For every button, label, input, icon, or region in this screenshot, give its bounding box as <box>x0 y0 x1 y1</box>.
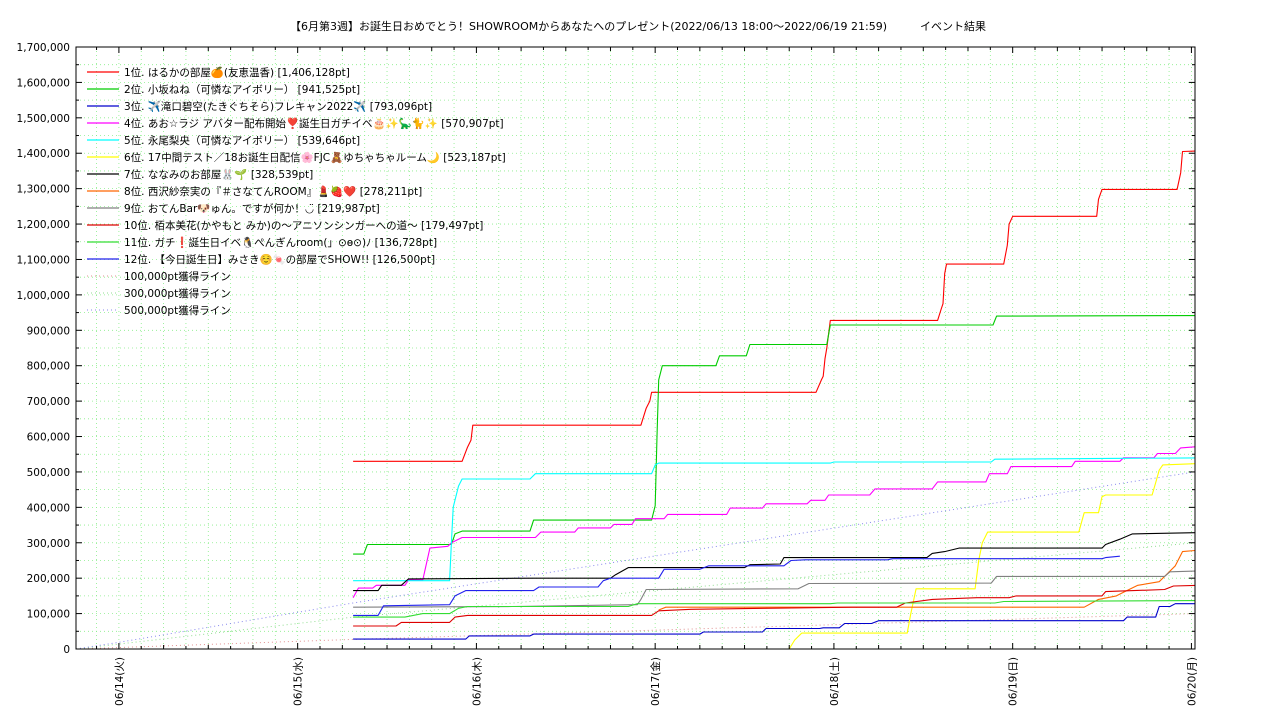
series-line-9 <box>353 570 1196 608</box>
y-tick-label: 100,000 <box>27 609 70 621</box>
series-line-8 <box>658 549 1196 611</box>
series-line-12 <box>353 555 1120 616</box>
y-tick-label: 1,100,000 <box>17 254 70 266</box>
legend-label-9: 9位. おてんBar🐶ゅん。ですが何か！◡̈ [219,987pt] <box>124 202 380 215</box>
series-line-7 <box>353 532 1196 592</box>
legend: 1位. はるかの部屋🍊(友恵温香) [1,406,128pt] 2位. 小坂ねね（… <box>87 66 506 317</box>
series-line-3 <box>353 603 1195 640</box>
x-tick-label: 06/20(月) <box>1186 657 1198 706</box>
x-tick-label: 06/14(火) <box>114 657 126 706</box>
y-tick-label: 400,000 <box>27 502 70 514</box>
legend-label-ref-1: 100,000pt獲得ライン <box>124 270 231 283</box>
y-tick-label: 1,200,000 <box>17 219 70 231</box>
series-line-10 <box>353 584 1196 627</box>
x-tick-label: 06/17(金) <box>649 657 662 706</box>
series-line-6 <box>788 463 1196 650</box>
y-tick-label: 1,400,000 <box>17 148 70 160</box>
series-line-5 <box>353 457 1196 582</box>
y-tick-label: 1,700,000 <box>17 42 70 54</box>
legend-label-2: 2位. 小坂ねね（可憐なアイボリー） [941,525pt] <box>124 83 360 96</box>
x-tick-label: 06/19(日) <box>1008 657 1020 706</box>
y-tick-label: 1,300,000 <box>17 184 70 196</box>
series-line-4 <box>352 446 1196 598</box>
series-line-2 <box>353 315 1196 555</box>
legend-label-10: 10位. 栢本美花(かやもと みか)の〜アニソンシンガーへの道〜 [179,49… <box>124 219 483 232</box>
y-tick-label: 1,600,000 <box>17 77 70 89</box>
legend-label-ref-2: 300,000pt獲得ライン <box>124 287 231 300</box>
chart-title: 【6月第3週】お誕生日おめでとう！SHOWROOMからあなたへのプレゼント(20… <box>290 19 986 33</box>
x-tick-label: 06/16(木) <box>471 657 483 706</box>
legend-label-12: 12位. 【今日誕生日】みさき☺️🍬の部屋でSHOW!! [126,500pt] <box>124 253 435 266</box>
y-tick-label: 200,000 <box>27 573 70 585</box>
series-line-1 <box>353 150 1196 462</box>
reference-lines <box>75 471 1196 650</box>
series-lines <box>352 150 1196 650</box>
y-tick-label: 500,000 <box>27 467 70 479</box>
reference-line-1 <box>75 613 1196 650</box>
x-tick-label: 06/15(水) <box>293 657 305 706</box>
legend-label-3: 3位. ✈️滝口碧空(たきぐちそら)フレキャン2022✈️ [793,096pt… <box>124 100 432 113</box>
legend-label-11: 11位. ガチ❗️誕生日イベ🐧ぺんぎんroom(」⊙ө⊙)ﾉ [136,728p… <box>124 236 437 249</box>
legend-label-1: 1位. はるかの部屋🍊(友恵温香) [1,406,128pt] <box>124 66 350 79</box>
axes: 0 100,000 200,000 300,000 400,000 500,000 600,… <box>17 42 1199 706</box>
y-tick-label: 600,000 <box>27 432 70 444</box>
x-tick-label: 06/18(土) <box>828 657 841 706</box>
y-tick-label: 900,000 <box>27 325 70 337</box>
y-tick-label: 800,000 <box>27 361 70 373</box>
legend-label-6: 6位. 17中間テスト／18お誕生日配信🌸FJC🧸ゆちゃちゃルーム🌙 [523,… <box>124 151 506 164</box>
y-tick-label: 1,500,000 <box>17 113 70 125</box>
series-line-11 <box>353 600 1196 618</box>
legend-label-4: 4位. あお☆ラジ アバター配布開始❣️誕生日ガチイベ🎂✨🦕🐈✨ [570,90… <box>124 117 504 130</box>
legend-label-5: 5位. 永尾梨央（可憐なアイボリー） [539,646pt] <box>124 134 360 147</box>
grid <box>76 46 1195 650</box>
legend-label-ref-3: 500,000pt獲得ライン <box>124 304 231 317</box>
reference-line-2 <box>75 542 1196 650</box>
y-tick-label: 700,000 <box>27 396 70 408</box>
y-tick-label: 300,000 <box>27 538 70 550</box>
legend-label-7: 7位. ななみのお部屋🐰🌱 [328,539pt] <box>124 168 313 181</box>
y-tick-label: 0 <box>63 644 70 656</box>
legend-label-8: 8位. 西沢紗奈実の『＃さなてんROOM』💄🍓❤️ [278,211pt] <box>124 185 422 198</box>
y-tick-label: 1,000,000 <box>17 290 70 302</box>
